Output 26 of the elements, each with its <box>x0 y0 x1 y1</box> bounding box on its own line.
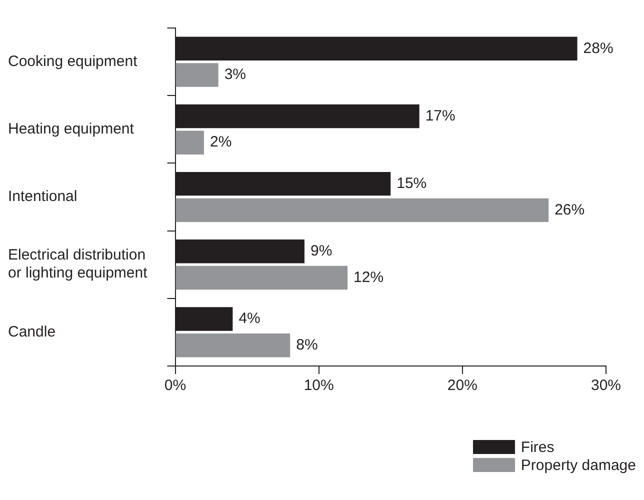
y-tick-label: Electrical distribution or lighting equipment <box>8 246 148 282</box>
x-tick-label: 10% <box>304 377 334 394</box>
y-tick-label: Heating equipment <box>8 120 135 138</box>
y-tick-label: Cooking equipment <box>8 52 138 70</box>
x-tick-label: 20% <box>447 377 478 394</box>
bar <box>176 130 204 154</box>
bar <box>176 266 348 290</box>
y-tick-label: Intentional <box>8 188 78 206</box>
data-label: 9% <box>310 242 332 260</box>
x-tick-label: 0% <box>164 377 186 394</box>
data-label: 15% <box>396 174 427 192</box>
bar <box>176 63 218 87</box>
data-label: 2% <box>210 134 232 151</box>
bar <box>176 198 549 222</box>
data-label: 12% <box>354 268 384 286</box>
legend-label: Fires <box>520 438 554 456</box>
x-tick-label: 30% <box>590 377 622 394</box>
data-label: 28% <box>583 40 614 57</box>
data-label: 3% <box>224 66 246 84</box>
data-label: 17% <box>425 107 456 124</box>
bar <box>176 334 290 358</box>
legend-label: Property damage <box>520 456 636 474</box>
data-label: 8% <box>296 336 318 354</box>
data-label: 26% <box>554 201 585 218</box>
data-label: 4% <box>238 310 260 328</box>
y-tick-label: Candle <box>8 323 56 340</box>
